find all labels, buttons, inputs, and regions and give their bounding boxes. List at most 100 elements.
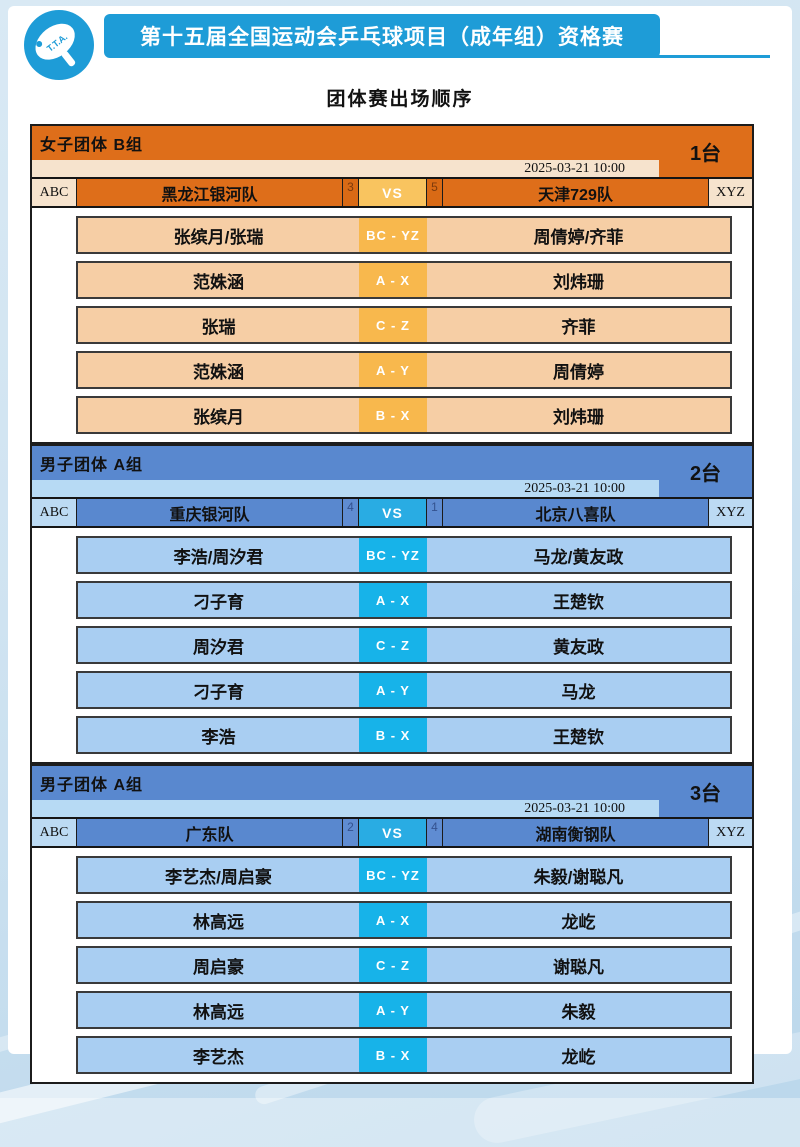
home-player: 周启豪 (193, 957, 244, 977)
order-code: B - X (359, 718, 427, 752)
lineup-row: 周启豪 C - Z 谢聪凡 (76, 946, 732, 984)
home-player: 张瑞 (201, 317, 236, 337)
lineup-rows: 李艺杰/周启豪 BC - YZ 朱毅/谢聪凡 林高远 A - X 龙屹 周启豪 … (32, 848, 752, 1082)
away-player: 周倩婷/齐菲 (533, 227, 624, 247)
away-player: 朱毅/谢聪凡 (533, 867, 624, 887)
order-code: A - X (359, 263, 427, 297)
home-player: 林高远 (193, 1002, 244, 1022)
vs-label: VS (358, 179, 426, 206)
order-code: C - Z (359, 628, 427, 662)
lineup-row: 张瑞 C - Z 齐菲 (76, 306, 732, 344)
lineup-row: 李浩/周汐君 BC - YZ 马龙/黄友政 (76, 536, 732, 574)
lineup-row: 张缤月/张瑞 BC - YZ 周倩婷/齐菲 (76, 216, 732, 254)
match-header: 男子团体 A组 2025-03-21 10:00 3台 (32, 766, 752, 817)
lineup-row: 刁子育 A - Y 马龙 (76, 671, 732, 709)
away-player: 刘炜珊 (553, 407, 604, 427)
home-player: 范姝涵 (193, 362, 244, 382)
group-label: 女子团体 B组 (32, 126, 659, 160)
order-code: A - Y (359, 353, 427, 387)
order-code: BC - YZ (359, 538, 427, 572)
lineup-row: 范姝涵 A - Y 周倩婷 (76, 351, 732, 389)
group-label: 男子团体 A组 (32, 766, 659, 800)
lineup-row: 刁子育 A - X 王楚钦 (76, 581, 732, 619)
home-player: 范姝涵 (193, 272, 244, 292)
away-team: 北京八喜队 (442, 499, 708, 526)
home-score: 2 (342, 819, 358, 846)
order-code: BC - YZ (359, 218, 427, 252)
match-datetime: 2025-03-21 10:00 (32, 160, 659, 177)
match-header: 男子团体 A组 2025-03-21 10:00 2台 (32, 446, 752, 497)
away-player: 龙屹 (561, 1047, 596, 1067)
away-player: 刘炜珊 (553, 272, 604, 292)
home-code: ABC (32, 499, 76, 526)
away-player: 马龙 (561, 682, 596, 702)
home-player: 李浩 (201, 727, 236, 747)
home-player: 刁子育 (193, 682, 244, 702)
lineup-row: 范姝涵 A - X 刘炜珊 (76, 261, 732, 299)
order-code: C - Z (359, 948, 427, 982)
lineup-row: 李艺杰 B - X 龙屹 (76, 1036, 732, 1074)
order-code: B - X (359, 398, 427, 432)
home-player: 林高远 (193, 912, 244, 932)
table-number: 3台 (659, 766, 752, 817)
match-table-2: 男子团体 A组 2025-03-21 10:00 2台 ABC 重庆银河队 4 … (30, 444, 754, 764)
order-code: A - Y (359, 993, 427, 1027)
away-player: 马龙/黄友政 (533, 547, 624, 567)
away-player: 龙屹 (561, 912, 596, 932)
order-code: B - X (359, 1038, 427, 1072)
home-score: 3 (342, 179, 358, 206)
away-player: 周倩婷 (553, 362, 604, 382)
home-player: 李艺杰/周启豪 (165, 867, 272, 887)
home-player: 周汐君 (193, 637, 244, 657)
team-row: ABC 重庆银河队 4 VS 1 北京八喜队 XYZ (32, 497, 752, 528)
match-datetime: 2025-03-21 10:00 (32, 800, 659, 817)
away-player: 齐菲 (561, 317, 596, 337)
away-player: 黄友政 (553, 637, 604, 657)
home-code: ABC (32, 179, 76, 206)
order-code: BC - YZ (359, 858, 427, 892)
lineup-rows: 张缤月/张瑞 BC - YZ 周倩婷/齐菲 范姝涵 A - X 刘炜珊 张瑞 C… (32, 208, 752, 442)
away-player: 朱毅 (561, 1002, 596, 1022)
home-player: 李艺杰 (193, 1047, 244, 1067)
home-team: 广东队 (76, 819, 342, 846)
away-code: XYZ (708, 819, 752, 846)
order-code: C - Z (359, 308, 427, 342)
order-code: A - Y (359, 673, 427, 707)
match-table-3: 男子团体 A组 2025-03-21 10:00 3台 ABC 广东队 2 VS… (30, 764, 754, 1084)
home-team: 重庆银河队 (76, 499, 342, 526)
table-tennis-association-logo-icon: T.T.A. (22, 0, 102, 82)
away-player: 王楚钦 (553, 727, 604, 747)
order-code: A - X (359, 583, 427, 617)
away-team: 天津729队 (442, 179, 708, 206)
home-player: 刁子育 (193, 592, 244, 612)
lineup-row: 李艺杰/周启豪 BC - YZ 朱毅/谢聪凡 (76, 856, 732, 894)
away-player: 谢聪凡 (553, 957, 604, 977)
home-player: 张缤月/张瑞 (173, 227, 264, 247)
away-score: 5 (426, 179, 442, 206)
team-row: ABC 黑龙江银河队 3 VS 5 天津729队 XYZ (32, 177, 752, 208)
home-player: 张缤月 (193, 407, 244, 427)
home-team: 黑龙江银河队 (76, 179, 342, 206)
match-datetime: 2025-03-21 10:00 (32, 480, 659, 497)
match-table-1: 女子团体 B组 2025-03-21 10:00 1台 ABC 黑龙江银河队 3… (30, 124, 754, 444)
lineup-row: 林高远 A - X 龙屹 (76, 901, 732, 939)
lineup-row: 李浩 B - X 王楚钦 (76, 716, 732, 754)
away-score: 1 (426, 499, 442, 526)
lineup-row: 林高远 A - Y 朱毅 (76, 991, 732, 1029)
vs-label: VS (358, 819, 426, 846)
away-player: 王楚钦 (553, 592, 604, 612)
table-number: 2台 (659, 446, 752, 497)
lineup-rows: 李浩/周汐君 BC - YZ 马龙/黄友政 刁子育 A - X 王楚钦 周汐君 … (32, 528, 752, 762)
table-number: 1台 (659, 126, 752, 177)
match-tables: 女子团体 B组 2025-03-21 10:00 1台 ABC 黑龙江银河队 3… (30, 124, 754, 1084)
team-row: ABC 广东队 2 VS 4 湖南衡钢队 XYZ (32, 817, 752, 848)
home-score: 4 (342, 499, 358, 526)
page-subtitle: 团体赛出场顺序 (326, 89, 474, 110)
vs-label: VS (358, 499, 426, 526)
order-code: A - X (359, 903, 427, 937)
home-player: 李浩/周汐君 (173, 547, 264, 567)
away-code: XYZ (708, 179, 752, 206)
home-code: ABC (32, 819, 76, 846)
away-code: XYZ (708, 499, 752, 526)
match-header: 女子团体 B组 2025-03-21 10:00 1台 (32, 126, 752, 177)
